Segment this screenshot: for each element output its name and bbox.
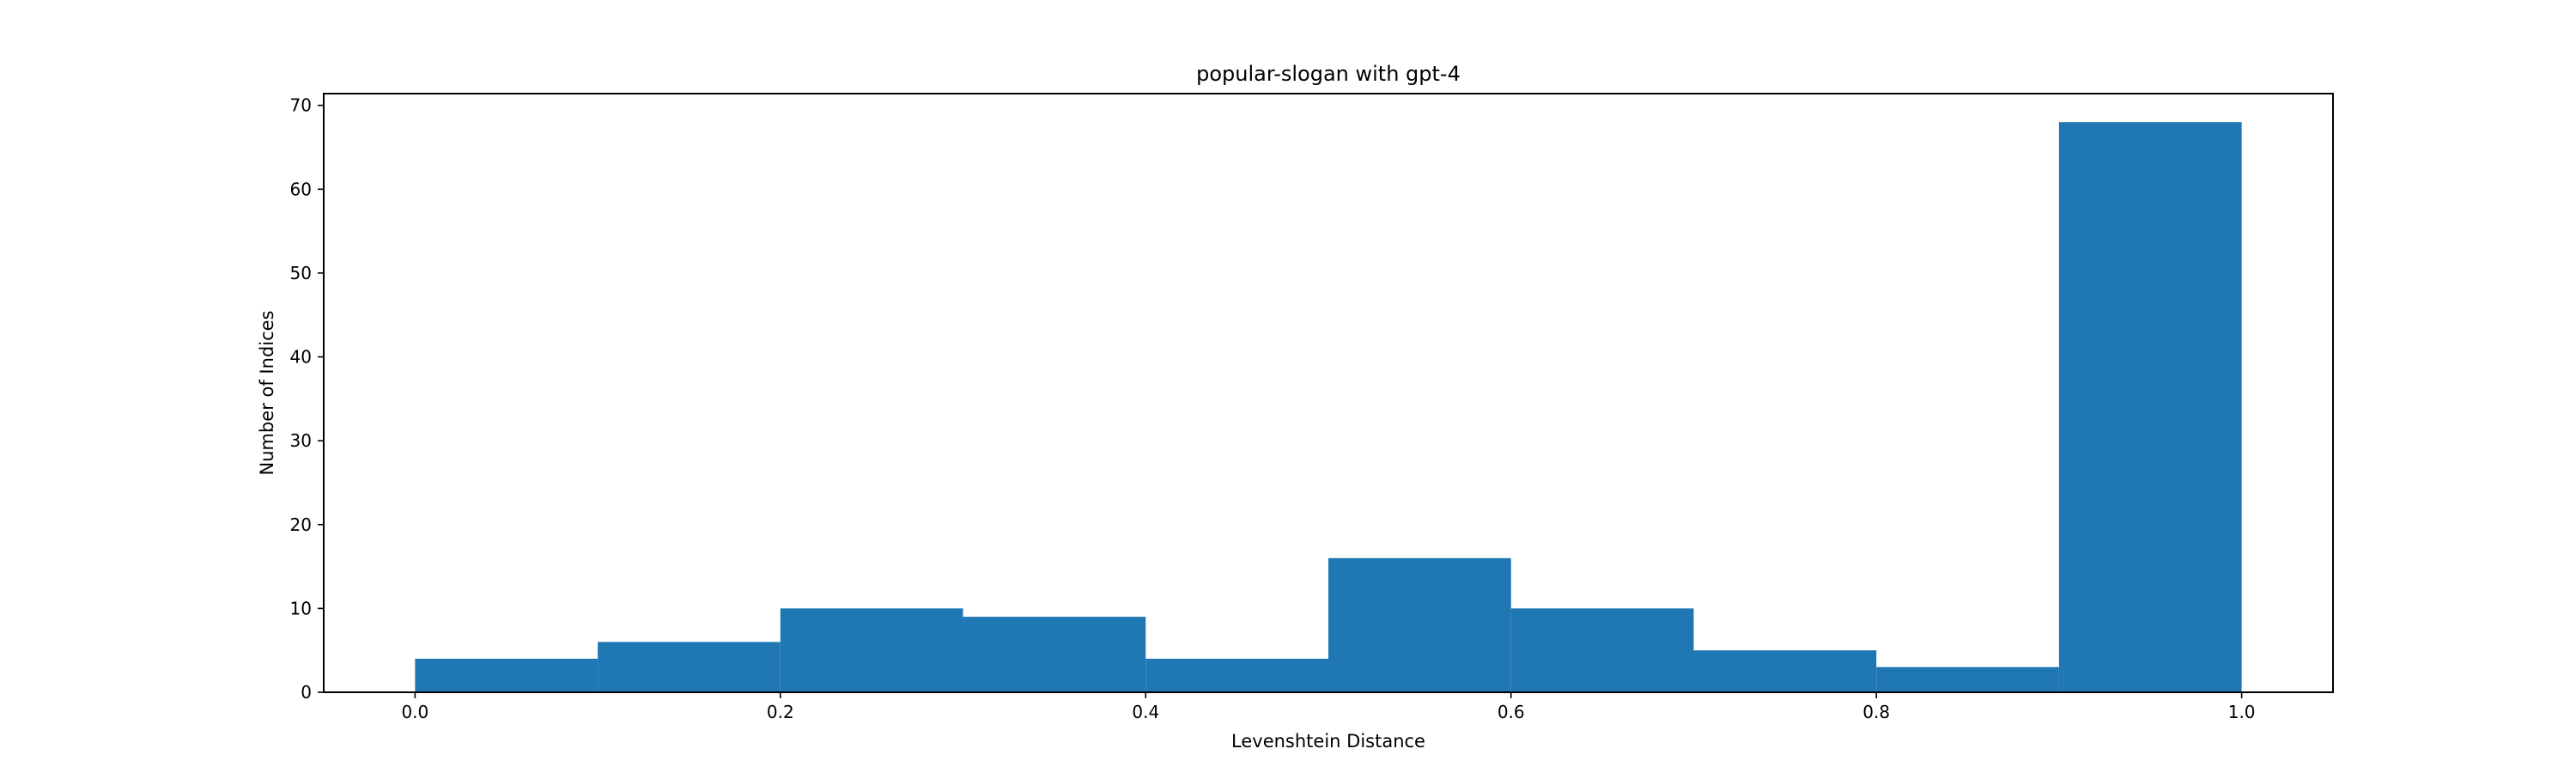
y-tick-label: 20: [290, 514, 312, 535]
x-tick-label: 1.0: [2228, 702, 2256, 722]
histogram-bar-10: [2058, 122, 2242, 692]
histogram-bar-4: [963, 617, 1146, 692]
chart-title: popular-slogan with gpt-4: [1196, 62, 1461, 86]
x-axis: 0.0 0.2 0.4 0.6 0.8 1.0: [401, 692, 2256, 722]
y-tick-label: 70: [290, 95, 312, 116]
y-tick-label: 50: [290, 263, 312, 283]
x-tick-label: 0.0: [401, 702, 428, 722]
x-tick-label: 0.2: [767, 702, 794, 722]
histogram-bar-3: [780, 608, 963, 692]
y-axis: 0 10 20 30 40 50 60 70: [290, 95, 324, 703]
histogram-bar-8: [1693, 650, 1877, 692]
histogram-bar-1: [415, 658, 598, 692]
y-tick-label: 0: [301, 682, 312, 703]
plot-frame: [323, 93, 2334, 693]
histogram-bar-7: [1510, 608, 1694, 692]
x-tick-label: 0.6: [1498, 702, 1525, 722]
histogram-bar-2: [598, 642, 781, 692]
y-tick-label: 10: [290, 598, 312, 618]
histogram-bar-9: [1876, 666, 2059, 692]
histogram-bar-5: [1145, 658, 1328, 692]
x-axis-label: Levenshtein Distance: [1231, 731, 1425, 752]
y-axis-label: Number of Indices: [257, 310, 277, 475]
histogram-bar-6: [1328, 557, 1511, 692]
x-tick-label: 0.4: [1132, 702, 1159, 722]
y-tick-label: 40: [290, 347, 312, 368]
y-tick-label: 60: [290, 179, 312, 199]
x-tick-label: 0.8: [1862, 702, 1890, 722]
y-tick-label: 30: [290, 430, 312, 451]
bars-layer: [415, 122, 2242, 692]
